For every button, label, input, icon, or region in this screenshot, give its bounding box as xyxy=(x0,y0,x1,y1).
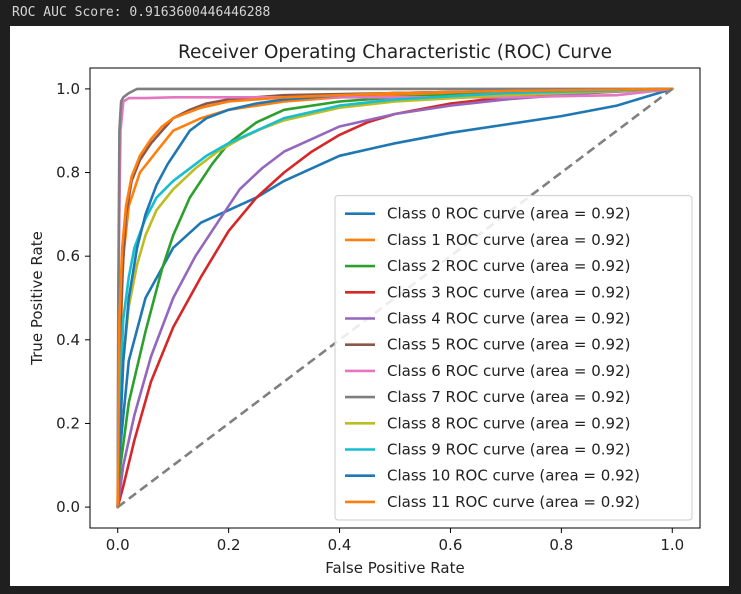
y-tick-label: 0.0 xyxy=(56,498,80,516)
legend-label: Class 8 ROC curve (area = 0.92) xyxy=(387,414,630,432)
legend-label: Class 1 ROC curve (area = 0.92) xyxy=(387,231,630,249)
legend-label: Class 11 ROC curve (area = 0.92) xyxy=(387,493,640,511)
x-tick-label: 0.8 xyxy=(549,536,573,554)
legend-label: Class 6 ROC curve (area = 0.92) xyxy=(387,362,630,380)
x-tick-label: 0.0 xyxy=(106,536,130,554)
legend-label: Class 2 ROC curve (area = 0.92) xyxy=(387,257,630,275)
y-tick-label: 0.2 xyxy=(56,414,80,432)
figure: Receiver Operating Characteristic (ROC) … xyxy=(10,26,729,586)
legend-box xyxy=(334,195,693,521)
roc-curve-class-3 xyxy=(116,87,674,509)
output-text: ROC AUC Score: 0.9163600446446288 xyxy=(12,5,271,20)
roc-curve-class-0 xyxy=(116,87,674,509)
x-tick-label: 0.4 xyxy=(328,536,352,554)
legend-label: Class 7 ROC curve (area = 0.92) xyxy=(387,388,630,406)
x-tick-label: 0.6 xyxy=(439,536,463,554)
y-tick-label: 0.8 xyxy=(56,164,80,182)
roc-curve-class-9 xyxy=(116,87,674,509)
x-tick-label: 1.0 xyxy=(660,536,684,554)
roc-curve-class-11 xyxy=(116,87,674,509)
legend-label: Class 5 ROC curve (area = 0.92) xyxy=(387,336,630,354)
y-axis-title: True Positive Rate xyxy=(28,231,46,366)
roc-curve-class-4 xyxy=(116,87,674,509)
legend-label: Class 10 ROC curve (area = 0.92) xyxy=(387,467,640,485)
legend-label: Class 9 ROC curve (area = 0.92) xyxy=(387,441,630,459)
y-tick-label: 0.6 xyxy=(56,247,80,265)
roc-curve-class-2 xyxy=(116,87,674,509)
y-tick-label: 0.4 xyxy=(56,331,80,349)
roc-chart: Receiver Operating Characteristic (ROC) … xyxy=(28,42,701,577)
x-tick-label: 0.2 xyxy=(217,536,241,554)
legend-label: Class 4 ROC curve (area = 0.92) xyxy=(387,310,630,328)
legend-label: Class 3 ROC curve (area = 0.92) xyxy=(387,283,630,301)
y-tick-label: 1.0 xyxy=(56,80,80,98)
roc-curve-class-7 xyxy=(116,87,674,509)
legend-label: Class 0 ROC curve (area = 0.92) xyxy=(387,205,630,223)
legend: Class 0 ROC curve (area = 0.92) Class 1 R… xyxy=(334,195,693,521)
axes-frame xyxy=(89,67,701,529)
x-axis-title: False Positive Rate xyxy=(325,559,464,577)
chart-title: Receiver Operating Characteristic (ROC) … xyxy=(178,42,612,63)
diagonal-reference-line xyxy=(116,87,674,509)
